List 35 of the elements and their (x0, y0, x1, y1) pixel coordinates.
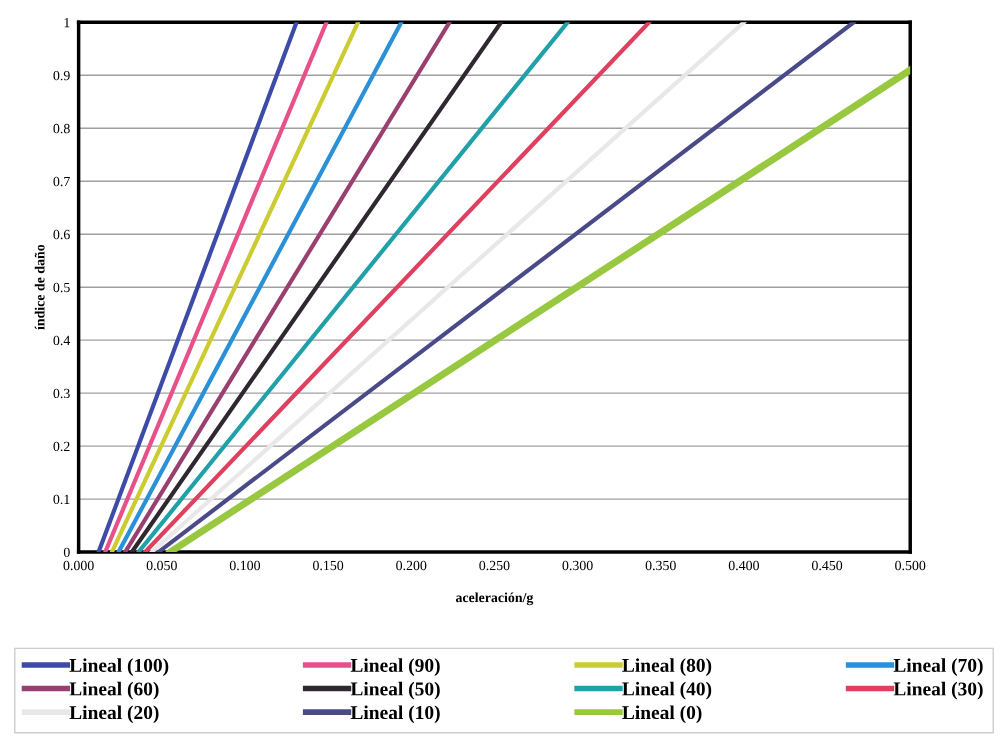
y-tick-label: 0.9 (53, 70, 70, 81)
legend-label: Lineal (90) (350, 658, 440, 676)
y-tick-label: 0.6 (53, 229, 70, 240)
x-axis-title: aceleración/g (455, 592, 534, 606)
legend-label: Lineal (100) (69, 658, 169, 676)
y-tick-label: 0.1 (53, 494, 70, 505)
y-tick-label: 0.3 (53, 388, 70, 399)
x-tick-label: 0.000 (63, 560, 94, 571)
y-tick-label: 1 (64, 17, 70, 28)
x-tick-label: 0.500 (895, 560, 926, 571)
y-tick-label: 0.2 (53, 441, 70, 452)
legend-label: Lineal (20) (69, 705, 159, 724)
legend-label: Lineal (40) (622, 681, 712, 700)
legend-label: Lineal (0) (622, 705, 702, 724)
y-tick-label: 0.4 (53, 335, 71, 346)
x-tick-label: 0.200 (396, 560, 427, 571)
legend-label: Lineal (10) (350, 705, 440, 724)
legend-label: Lineal (60) (69, 681, 159, 700)
x-tick-label: 0.400 (728, 560, 759, 571)
x-tick-label: 0.450 (811, 560, 843, 571)
y-tick-label: 0.7 (53, 176, 70, 187)
y-tick-label: 0 (63, 547, 70, 557)
x-tick-label: 0.300 (562, 560, 593, 571)
legend-label: Lineal (70) (893, 658, 983, 676)
legend-label: Lineal (30) (893, 681, 983, 700)
x-tick-label: 0.150 (313, 560, 344, 571)
x-tick-label: 0.250 (479, 560, 510, 571)
y-axis-title: índice de daño (34, 244, 45, 330)
y-tick-label: 0.5 (53, 282, 70, 293)
x-tick-label: 0.350 (645, 560, 676, 571)
legend-label: Lineal (50) (350, 681, 440, 700)
x-tick-label: 0.050 (146, 560, 177, 571)
y-tick-label: 0.8 (53, 123, 70, 134)
x-tick-label: 0.100 (229, 560, 261, 571)
legend-label: Lineal (80) (622, 658, 712, 676)
